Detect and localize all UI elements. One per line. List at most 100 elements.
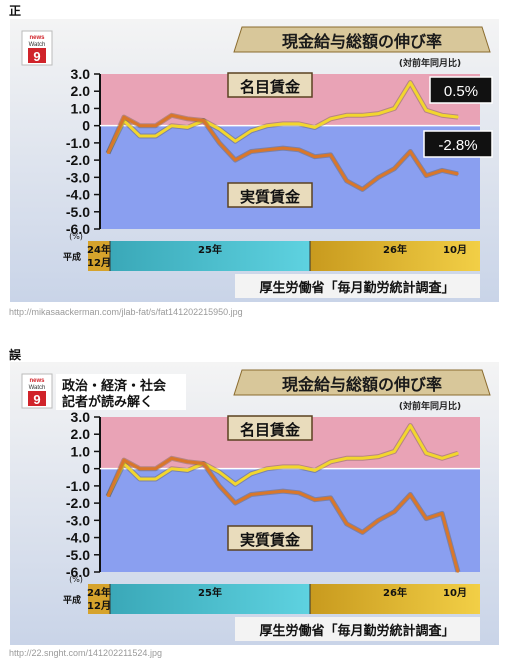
chart-subtitle: (対前年同月比)	[399, 400, 461, 412]
data-point	[425, 517, 427, 520]
data-point	[298, 123, 300, 125]
callout-nominal-text: 0.5%	[444, 83, 478, 100]
timeline-2013	[110, 584, 310, 614]
data-point	[393, 510, 396, 513]
y-tick-label: 0	[82, 118, 90, 134]
x-month-12: 12月	[87, 600, 111, 612]
logo-number-badge	[28, 48, 46, 63]
data-point	[314, 126, 316, 129]
program-title-box	[56, 374, 186, 410]
data-point	[298, 491, 300, 494]
data-point	[314, 498, 316, 501]
data-point	[377, 176, 380, 179]
data-point	[186, 126, 189, 129]
real-zone-label-box	[227, 525, 313, 551]
data-point	[409, 81, 412, 84]
data-point	[457, 452, 459, 454]
data-point	[298, 148, 300, 151]
data-point	[345, 114, 348, 117]
x-month-10: 10月	[443, 587, 467, 599]
data-point	[186, 460, 189, 463]
data-point	[377, 112, 380, 115]
data-point	[139, 124, 141, 127]
source-text: 厚生労働省「毎月勤労統計調査」	[259, 623, 454, 639]
label-correct: 正	[9, 4, 22, 18]
program-title-line2: 記者が読み解く	[62, 394, 153, 410]
data-point	[234, 483, 237, 485]
timeline-2012	[88, 584, 110, 614]
data-point	[234, 140, 237, 142]
data-point	[186, 469, 189, 472]
data-point	[329, 497, 332, 499]
nominal-zone-label-box	[227, 72, 313, 98]
source-box	[235, 617, 480, 641]
real-zone-label-box	[227, 182, 313, 208]
data-point	[361, 457, 364, 460]
data-point	[139, 478, 141, 480]
title-banner	[233, 369, 491, 396]
data-point	[377, 519, 380, 522]
x-month-10: 10月	[443, 244, 467, 256]
data-point	[425, 452, 427, 454]
data-point	[107, 152, 109, 155]
data-point	[250, 473, 252, 475]
x-year-26: 26年	[383, 243, 407, 256]
data-point	[218, 142, 221, 144]
x-year-26: 26年	[383, 586, 407, 599]
chart-title: 現金給与総額の伸び率	[282, 375, 442, 394]
data-point	[457, 571, 459, 573]
data-point	[361, 114, 364, 117]
callout-real-text: -2.8%	[438, 137, 477, 154]
data-point	[441, 512, 443, 515]
data-point	[154, 467, 157, 470]
timeline-2014	[310, 584, 480, 614]
y-tick-label: -6.0	[66, 221, 90, 237]
data-point	[393, 450, 396, 453]
y-unit-label: (%)	[69, 232, 83, 241]
logo-news-text: news	[29, 378, 45, 384]
data-point	[377, 455, 380, 458]
logo-watch-text: Watch	[29, 42, 46, 48]
label-wrong: 誤	[9, 348, 22, 362]
data-point	[218, 485, 221, 487]
y-tick-label: -3.0	[66, 169, 90, 185]
logo-number-text: 9	[33, 392, 40, 407]
data-point	[154, 135, 157, 137]
source-box	[235, 274, 480, 298]
data-point	[361, 531, 364, 534]
y-tick-label: -2.0	[66, 495, 90, 511]
y-tick-label: 2.0	[71, 426, 91, 442]
data-point	[409, 493, 412, 496]
data-point	[266, 124, 268, 127]
data-point	[234, 502, 237, 504]
y-tick-label: -3.0	[66, 512, 90, 528]
data-point	[234, 159, 237, 161]
data-point	[107, 495, 109, 498]
source-text: 厚生労働省「毎月勤労統計調査」	[259, 280, 454, 296]
chart-panel-correct: news Watch 9 現金給与総額の伸び率 (対前年同月比) 3.0 2.0 1.0 0 -1…	[10, 19, 499, 302]
data-point	[457, 173, 459, 175]
data-point	[345, 179, 348, 182]
data-point	[266, 148, 268, 151]
callout-real-box	[423, 130, 493, 158]
data-point	[139, 135, 141, 137]
real-zone	[100, 468, 480, 572]
y-tick-label: -5.0	[66, 547, 90, 563]
data-point	[202, 462, 205, 465]
data-point	[329, 154, 332, 156]
x-year-25: 25年	[198, 586, 222, 599]
data-point	[170, 114, 173, 117]
program-title-line1: 政治・経済・社会	[62, 378, 167, 394]
x-heisei: 平成	[63, 594, 81, 606]
caption-wrong[interactable]: http://22.snght.com/141202211524.jpg	[9, 648, 162, 658]
logo-watch-text: Watch	[29, 385, 46, 391]
data-point	[282, 123, 284, 125]
data-point	[314, 155, 316, 158]
y-tick-label: -1.0	[66, 478, 90, 494]
caption-correct[interactable]: http://mikasaackerman.com/jlab-fat/s/fat…	[9, 307, 243, 317]
y-tick-label: -1.0	[66, 135, 90, 151]
data-point	[329, 117, 332, 120]
data-point	[393, 107, 396, 110]
nominal-zone-label: 名目賃金	[240, 78, 301, 96]
